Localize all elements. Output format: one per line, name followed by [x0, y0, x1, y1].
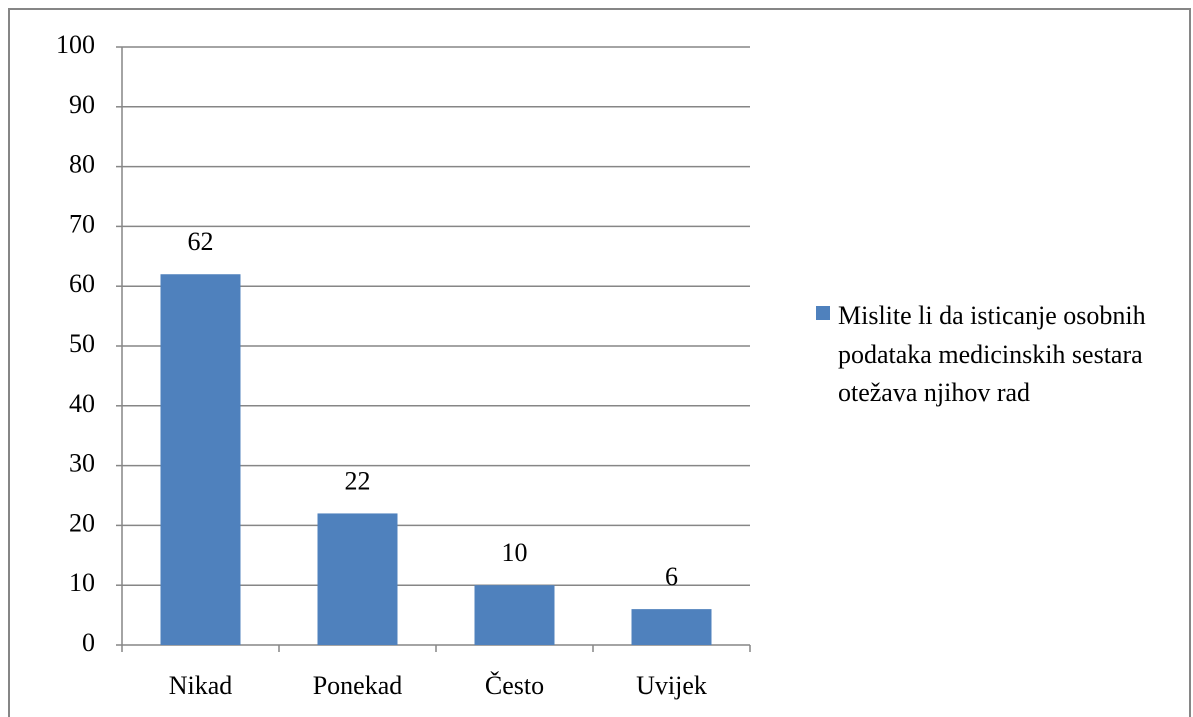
- chart-border: [8, 8, 1191, 717]
- value-label: 10: [502, 538, 528, 567]
- bar: [631, 609, 712, 645]
- value-label: 62: [188, 227, 214, 256]
- y-tick-label: 50: [69, 329, 95, 358]
- bar: [160, 274, 241, 645]
- value-label: 6: [665, 562, 678, 591]
- legend-label: Mislite li da isticanje osobnih podataka…: [838, 301, 1146, 407]
- y-tick-label: 70: [69, 209, 95, 238]
- x-tick-label: Ponekad: [313, 671, 403, 700]
- y-tick-label: 100: [56, 30, 95, 59]
- bar: [474, 585, 555, 645]
- legend-swatch: [816, 306, 830, 320]
- x-tick-label: Uvijek: [636, 671, 707, 700]
- y-tick-label: 0: [82, 628, 95, 657]
- x-tick-label: Često: [485, 671, 544, 700]
- y-tick-label: 30: [69, 449, 95, 478]
- y-tick-label: 90: [69, 90, 95, 119]
- y-tick-label: 80: [69, 150, 95, 179]
- value-label: 22: [345, 466, 371, 495]
- y-tick-label: 10: [69, 568, 95, 597]
- x-tick-label: Nikad: [169, 671, 233, 700]
- bar: [317, 513, 398, 645]
- y-tick-label: 20: [69, 508, 95, 537]
- y-tick-label: 60: [69, 269, 95, 298]
- y-tick-label: 40: [69, 389, 95, 418]
